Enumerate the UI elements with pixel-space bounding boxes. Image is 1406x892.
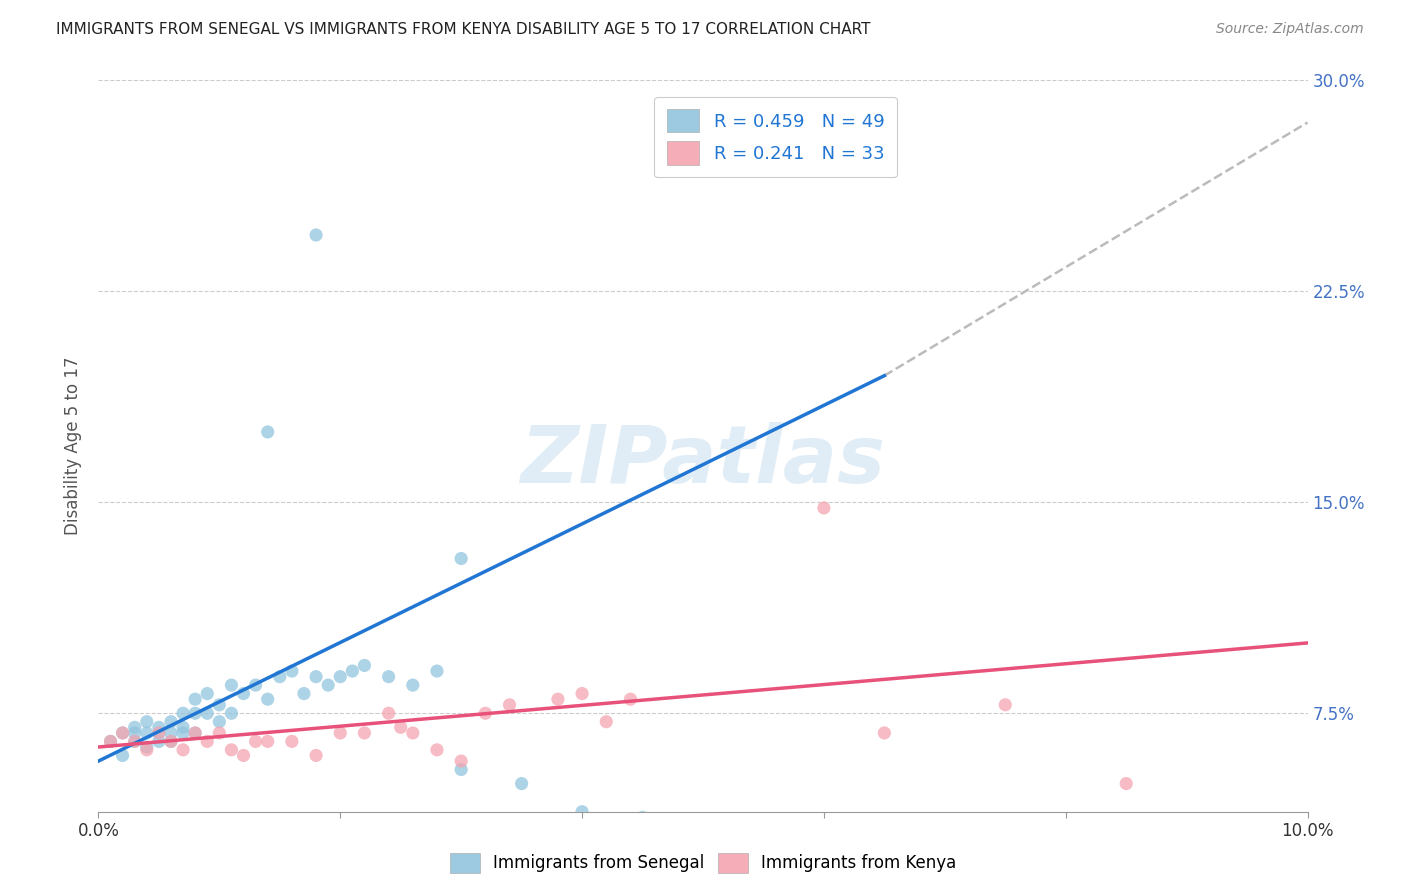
Point [389,720,412,734]
Point [111,726,134,740]
Point [221,706,243,721]
Point [208,726,231,740]
Legend: R = 0.459   N = 49, R = 0.241   N = 33: R = 0.459 N = 49, R = 0.241 N = 33 [654,96,897,178]
Point [571,805,593,819]
Point [450,551,472,566]
Point [195,734,218,748]
Point [256,734,278,748]
Point [305,748,328,763]
Point [100,734,122,748]
Legend: Immigrants from Senegal, Immigrants from Kenya: Immigrants from Senegal, Immigrants from… [443,847,963,880]
Point [111,748,134,763]
Point [498,698,520,712]
Point [1115,776,1137,790]
Point [873,726,896,740]
Point [631,810,654,824]
Point [377,670,399,684]
Point [111,726,134,740]
Point [124,726,146,740]
Y-axis label: Disability Age 5 to 17: Disability Age 5 to 17 [65,357,83,535]
Point [124,720,146,734]
Point [342,664,364,678]
Point [221,678,243,692]
Point [148,726,170,740]
Point [450,763,472,777]
Point [474,706,496,721]
Point [269,670,291,684]
Point [292,687,315,701]
Point [135,743,157,757]
Point [450,754,472,768]
Point [208,714,231,729]
Point [353,658,375,673]
Point [377,706,399,721]
Point [256,425,278,439]
Point [402,726,425,740]
Point [426,664,449,678]
Point [232,687,254,701]
Point [160,734,183,748]
Point [281,734,304,748]
Point [329,670,352,684]
Point [172,720,194,734]
Point [135,714,157,729]
Point [100,734,122,748]
Point [124,734,146,748]
Point [160,714,183,729]
Point [402,678,425,692]
Point [353,726,375,740]
Point [172,743,194,757]
Point [184,706,207,721]
Point [208,698,231,712]
Point [316,678,339,692]
Point [135,739,157,754]
Point [135,726,157,740]
Point [547,692,569,706]
Point [813,500,835,515]
Point [195,706,218,721]
Point [245,734,267,748]
Point [160,734,183,748]
Point [148,734,170,748]
Point [232,748,254,763]
Point [256,692,278,706]
Point [160,726,183,740]
Point [510,776,533,790]
Point [619,692,641,706]
Point [184,726,207,740]
Point [172,726,194,740]
Point [184,692,207,706]
Point [245,678,267,692]
Text: ZIPatlas: ZIPatlas [520,422,886,500]
Point [148,726,170,740]
Point [692,833,714,847]
Point [426,743,449,757]
Point [221,743,243,757]
Point [571,687,593,701]
Point [994,698,1017,712]
Point [281,664,304,678]
Point [184,726,207,740]
Point [329,726,352,740]
Text: IMMIGRANTS FROM SENEGAL VS IMMIGRANTS FROM KENYA DISABILITY AGE 5 TO 17 CORRELAT: IMMIGRANTS FROM SENEGAL VS IMMIGRANTS FR… [56,22,870,37]
Text: Source: ZipAtlas.com: Source: ZipAtlas.com [1216,22,1364,37]
Point [148,720,170,734]
Point [124,734,146,748]
Point [305,670,328,684]
Point [595,714,617,729]
Point [172,706,194,721]
Point [305,227,328,242]
Point [195,687,218,701]
